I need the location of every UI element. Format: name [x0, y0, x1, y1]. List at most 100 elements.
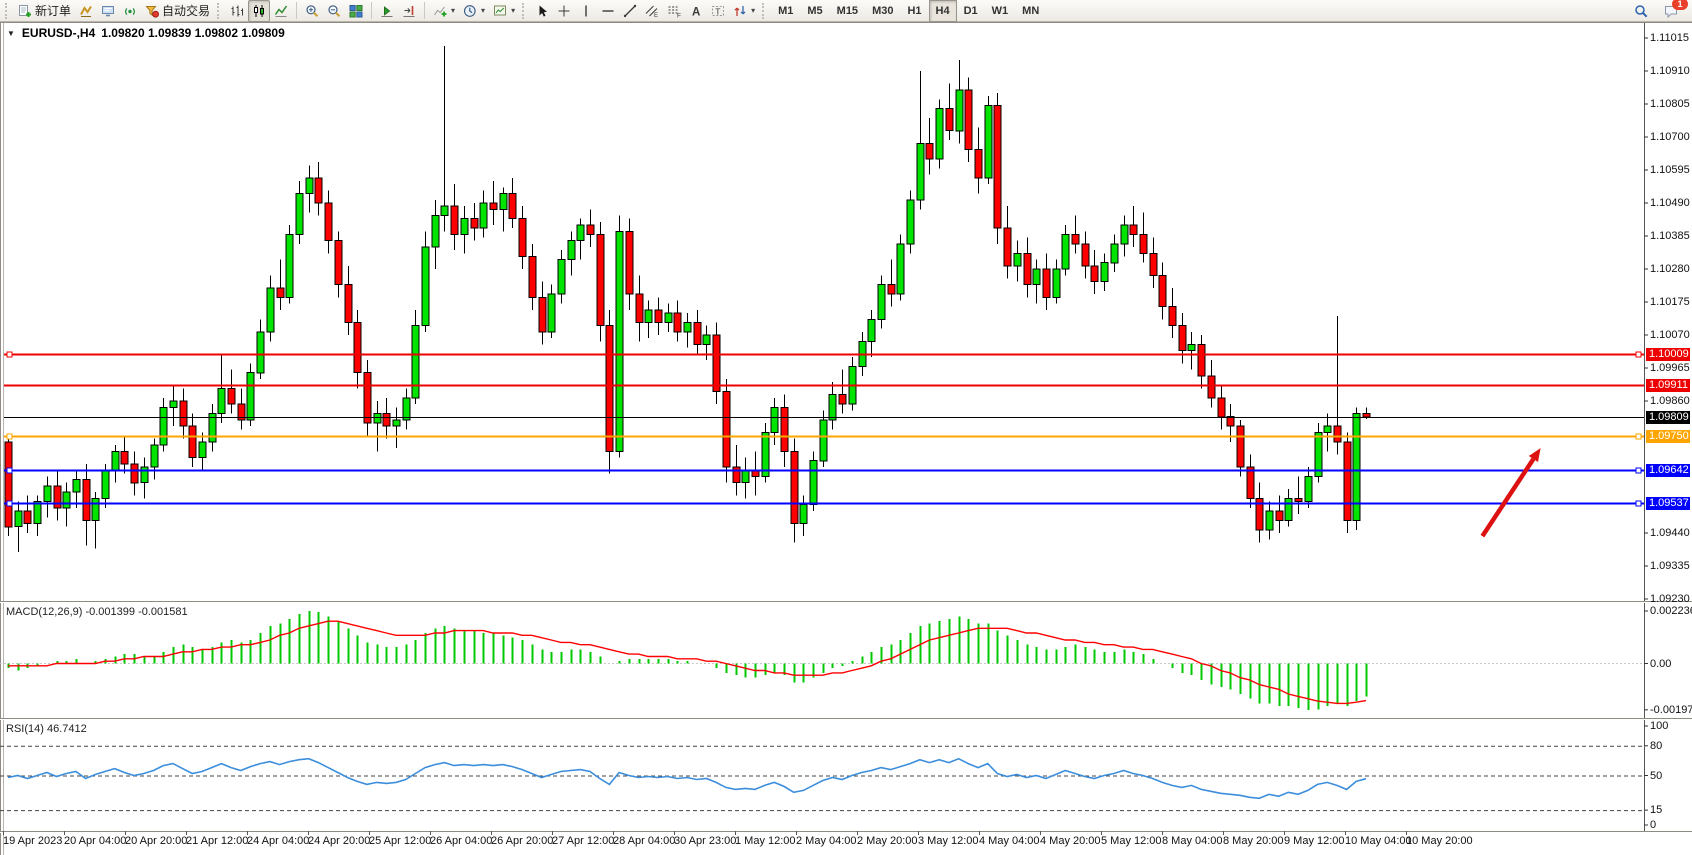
- vertical-line-button[interactable]: [575, 0, 597, 22]
- text-button[interactable]: A: [685, 0, 707, 22]
- timeframe-m1-button[interactable]: M1: [778, 4, 794, 17]
- search-button[interactable]: [1630, 0, 1652, 22]
- bar-chart-button[interactable]: [226, 0, 248, 22]
- timeframe-d1-button[interactable]: D1: [963, 4, 978, 17]
- chart-profiles-button[interactable]: [75, 0, 97, 22]
- tile-windows-icon: [349, 4, 363, 17]
- candlestick-chart-button[interactable]: [248, 0, 271, 22]
- rsi-tick-label: 100: [1650, 720, 1669, 732]
- price-tick-label: 1.10805: [1650, 98, 1690, 110]
- time-axis-label: 24 Apr 04:00: [247, 835, 310, 847]
- toolbar-grip: [522, 2, 528, 19]
- price-tick-label: 1.10070: [1650, 329, 1690, 341]
- horizontal-line-icon: [602, 9, 614, 12]
- chart-window: 1.10009 1.09911 1.09809 1.09750 1.09642 1.095…: [0, 22, 1692, 855]
- price-tick-label: 1.10595: [1650, 164, 1690, 176]
- macd-signal-line: [8, 620, 1367, 705]
- auto-scroll-icon: [381, 5, 393, 17]
- line-chart-icon: [274, 5, 288, 17]
- auto-scroll-button[interactable]: [376, 0, 398, 22]
- timeframe-h4-button[interactable]: H4: [928, 0, 957, 22]
- rsi-tick-label: 0: [1650, 819, 1657, 831]
- auto-trading-button[interactable]: 自动交易: [141, 0, 214, 22]
- price-tick-label: 1.09335: [1650, 560, 1690, 572]
- dropdown-caret-icon[interactable]: ▾: [481, 6, 486, 15]
- price-line-1-10009[interactable]: [4, 351, 1644, 358]
- time-axis-label: 20 Apr 04:00: [64, 835, 127, 847]
- zoom-out-button[interactable]: [323, 0, 345, 22]
- price-tick-label: 1.09860: [1650, 395, 1690, 407]
- new-order-label: 新订单: [35, 4, 72, 18]
- templates-button[interactable]: ▾: [489, 0, 519, 22]
- fibonacci-button[interactable]: F: [663, 0, 685, 22]
- zoom-in-icon: [306, 4, 319, 17]
- trend-arrow-annotation[interactable]: [1480, 448, 1541, 538]
- svg-text:T: T: [715, 6, 720, 16]
- dropdown-caret-icon[interactable]: ▾: [451, 6, 456, 15]
- time-axis-label: 3 May 12:00: [918, 835, 979, 847]
- dropdown-caret-icon[interactable]: ▾: [751, 6, 756, 15]
- tile-windows-button[interactable]: [345, 0, 367, 22]
- price-line-1-09750[interactable]: [4, 433, 1644, 440]
- indicators-button[interactable]: ▾: [429, 0, 459, 22]
- equidistant-channel-button[interactable]: E: [641, 0, 663, 22]
- price-tick-label: 1.10175: [1650, 296, 1690, 308]
- price-line-badge[interactable]: 1.09750: [1646, 430, 1690, 443]
- terminal-button[interactable]: [97, 0, 119, 22]
- timeframe-m15-button[interactable]: M15: [836, 4, 859, 17]
- main-toolbar: 新订单 自动交易 ▾ ▾ ▾ E F A T ▾ M1 M5 M15 M30 H1 H4 D1 W1 MN 1: [0, 0, 1692, 22]
- auto-trading-label: 自动交易: [162, 4, 211, 18]
- toolbar-separator: [371, 2, 373, 19]
- time-axis-label: 19 Apr 2023: [3, 835, 63, 847]
- arrows-button[interactable]: ▾: [729, 0, 759, 22]
- dropdown-caret-icon[interactable]: ▾: [511, 6, 516, 15]
- periods-button[interactable]: ▾: [459, 0, 489, 22]
- chat-button[interactable]: 1: [1660, 0, 1688, 22]
- price-tick-label: 1.11015: [1650, 32, 1689, 44]
- rsi-tick-label: 50: [1650, 769, 1663, 782]
- horizontal-line-button[interactable]: [597, 0, 619, 22]
- line-chart-button[interactable]: [270, 0, 292, 22]
- svg-text:A: A: [692, 6, 700, 18]
- cursor-button[interactable]: [531, 0, 553, 22]
- trendline-button[interactable]: [619, 0, 641, 22]
- timeframe-m5-button[interactable]: M5: [807, 4, 823, 17]
- timeframe-h1-button[interactable]: H1: [907, 4, 922, 17]
- price-line-1-09642[interactable]: [4, 467, 1644, 474]
- text-icon: A: [692, 6, 700, 18]
- arrows-icon: [734, 5, 746, 16]
- price-line-1-09537[interactable]: [4, 500, 1644, 507]
- time-axis-label: 4 May 04:00: [979, 835, 1040, 847]
- collapse-arrow-icon[interactable]: ▼: [7, 28, 15, 38]
- chart-shift-button[interactable]: [398, 0, 420, 22]
- new-order-icon: [19, 4, 31, 17]
- price-line-badge[interactable]: 1.10009: [1646, 348, 1690, 361]
- chart-canvas[interactable]: [0, 23, 1692, 855]
- time-axis-label: 10 May 04:00: [1345, 835, 1412, 847]
- price-tick-label: 1.10700: [1650, 131, 1690, 143]
- candlestick-chart-icon: [254, 4, 265, 17]
- time-axis-label: 20 Apr 20:00: [125, 835, 188, 847]
- crosshair-button[interactable]: [553, 0, 575, 22]
- price-tick-label: 1.10910: [1650, 65, 1690, 77]
- price-line-badge[interactable]: 1.09911: [1646, 379, 1690, 392]
- timeframe-w1-button[interactable]: W1: [991, 4, 1009, 17]
- signals-button[interactable]: [119, 0, 141, 22]
- new-order-button[interactable]: 新订单: [14, 0, 75, 22]
- price-tick-label: 1.09440: [1650, 527, 1690, 539]
- text-label-button[interactable]: T: [707, 0, 729, 22]
- timeframe-mn-button[interactable]: MN: [1022, 4, 1040, 17]
- timeframe-m30-button[interactable]: M30: [872, 4, 894, 17]
- time-axis-label: 24 Apr 20:00: [308, 835, 371, 847]
- notification-badge: 1: [1672, 0, 1688, 10]
- price-line-badge[interactable]: 1.09642: [1646, 464, 1690, 477]
- macd-tick-label: 0.00: [1650, 657, 1672, 670]
- zoom-in-button[interactable]: [301, 0, 323, 22]
- candles: [4, 45, 1371, 552]
- svg-text:F: F: [677, 12, 681, 18]
- chart-profiles-icon: [80, 5, 92, 17]
- price-line-badge[interactable]: 1.09537: [1646, 497, 1690, 510]
- time-axis-label: 9 May 12:00: [1284, 835, 1345, 847]
- chart-shift-icon: [403, 5, 415, 17]
- rsi-line: [7, 757, 1367, 800]
